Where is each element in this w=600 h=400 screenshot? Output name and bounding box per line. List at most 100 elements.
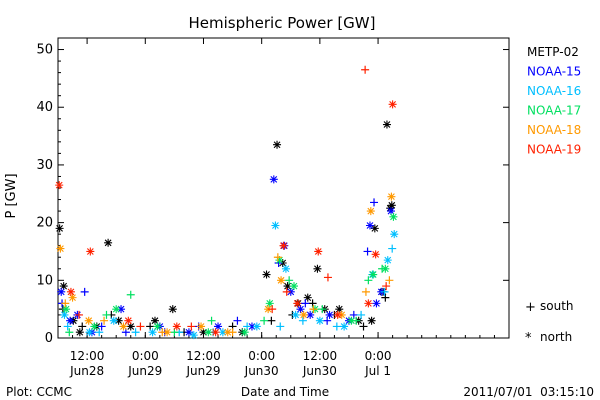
north-marker [381, 264, 390, 273]
north-marker [347, 316, 356, 325]
north-marker [60, 310, 69, 319]
south-marker [388, 244, 397, 253]
north-marker [306, 310, 315, 319]
south-marker [207, 316, 216, 325]
north-marker [283, 282, 292, 291]
north-marker [387, 192, 396, 201]
north-marker [57, 287, 66, 296]
legend-entry: NOAA-19 [527, 143, 581, 157]
north-marker [313, 264, 322, 273]
north-marker [281, 264, 290, 273]
x-tick-label-time: 0:00 [365, 349, 392, 363]
south-marker [100, 316, 109, 325]
north-marker [273, 140, 282, 149]
north-marker [337, 310, 346, 319]
north-marker [293, 299, 302, 308]
north-marker [223, 328, 232, 337]
legend-symbol-label: south [540, 299, 574, 313]
north-marker [126, 322, 135, 331]
south-marker [285, 276, 294, 285]
north-marker [340, 322, 349, 331]
y-axis-label: P [GW] [4, 173, 19, 218]
north-marker [275, 256, 284, 265]
north-marker [265, 299, 274, 308]
north-marker [333, 310, 342, 319]
legend-entry: NOAA-16 [527, 84, 581, 98]
north-marker [278, 259, 287, 267]
north-marker [189, 331, 198, 340]
north-marker [119, 322, 128, 331]
x-axis-label: Date and Time [241, 385, 329, 399]
north-marker [211, 328, 220, 337]
south-marker [97, 322, 106, 331]
x-tick-label-time: 0:00 [248, 349, 275, 363]
south-marker [126, 290, 135, 299]
north-marker [314, 247, 323, 256]
y-tick-label: 20 [36, 216, 53, 231]
x-tick-label-time: 12:00 [70, 349, 105, 363]
north-marker [184, 328, 193, 337]
north-marker [56, 244, 65, 253]
south-marker [357, 310, 366, 319]
north-marker [114, 316, 123, 325]
north-marker [271, 221, 280, 230]
data-markers [55, 65, 399, 340]
south-marker [273, 253, 282, 262]
north-marker [85, 328, 94, 337]
south-marker [301, 299, 310, 308]
legend-symbol-label: north [540, 330, 572, 344]
north-marker [197, 322, 206, 331]
north-marker [372, 299, 381, 308]
south-marker [233, 316, 242, 325]
north-marker [365, 221, 374, 230]
north-marker [387, 201, 396, 210]
north-marker [75, 328, 84, 337]
y-tick-label: 50 [36, 43, 53, 58]
north-marker [172, 322, 181, 331]
north-marker [55, 181, 64, 190]
north-marker [124, 316, 133, 325]
north-marker [252, 322, 261, 331]
plot-frame [57, 37, 510, 339]
north-marker [389, 212, 398, 221]
south-marker [359, 322, 368, 331]
south-marker [361, 65, 370, 74]
north-marker [117, 305, 126, 314]
south-marker [75, 310, 84, 319]
south-marker [63, 322, 72, 331]
north-marker [279, 241, 288, 250]
north-marker [240, 328, 249, 337]
legend-entry: NOAA-17 [527, 104, 581, 118]
north-marker [383, 256, 392, 265]
north-marker [153, 322, 162, 331]
north-marker [168, 305, 177, 314]
north-marker [388, 100, 397, 109]
north-marker [68, 293, 77, 302]
north-marker [199, 328, 208, 337]
north-marker [370, 224, 379, 233]
south-marker [318, 305, 327, 314]
north-marker [55, 224, 64, 233]
south-marker [260, 316, 269, 325]
north-marker [163, 328, 172, 337]
north-marker [269, 175, 278, 184]
north-marker [59, 282, 68, 291]
north-marker [148, 328, 157, 337]
north-marker [325, 310, 334, 319]
north-marker [390, 230, 399, 239]
x-axis: 12:00Jun280:00Jun2912:00Jun290:00Jun3012… [57, 38, 510, 378]
north-marker [366, 207, 375, 216]
north-marker [90, 322, 99, 331]
south-marker [382, 282, 391, 291]
north-marker [262, 270, 271, 279]
north-marker [218, 328, 227, 337]
y-tick-label: 10 [36, 273, 53, 288]
south-marker [95, 328, 104, 337]
north-marker [367, 316, 376, 325]
north-marker [109, 316, 118, 325]
south-marker [361, 287, 370, 296]
south-marker [276, 322, 285, 331]
south-marker [370, 198, 379, 207]
north-marker [303, 293, 312, 302]
